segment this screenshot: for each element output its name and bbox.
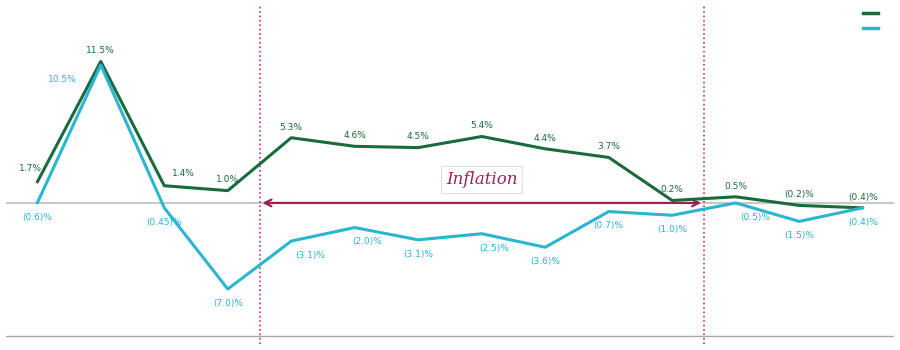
Text: 4.4%: 4.4% bbox=[534, 134, 556, 143]
Text: 1.7%: 1.7% bbox=[20, 164, 42, 173]
Text: 4.6%: 4.6% bbox=[343, 131, 366, 140]
Text: (2.5)%: (2.5)% bbox=[480, 244, 509, 253]
Text: 11.5%: 11.5% bbox=[86, 46, 115, 55]
Text: (7.0)%: (7.0)% bbox=[212, 299, 243, 308]
Text: 10.5%: 10.5% bbox=[49, 75, 77, 84]
Text: (3.1)%: (3.1)% bbox=[295, 251, 325, 260]
Text: Inflation: Inflation bbox=[446, 171, 518, 188]
Text: (0.6)%: (0.6)% bbox=[22, 213, 52, 222]
Text: (0.4)%: (0.4)% bbox=[848, 193, 878, 202]
Text: (1.5)%: (1.5)% bbox=[784, 231, 814, 240]
Text: (0.2)%: (0.2)% bbox=[784, 190, 814, 199]
Text: 0.5%: 0.5% bbox=[724, 182, 747, 191]
Text: (3.6)%: (3.6)% bbox=[530, 257, 560, 266]
Legend: , : , bbox=[860, 4, 889, 38]
Text: (2.0)%: (2.0)% bbox=[353, 237, 382, 246]
Text: (0.4)%: (0.4)% bbox=[848, 218, 878, 227]
Text: (0.7)%: (0.7)% bbox=[594, 222, 624, 230]
Text: 1.0%: 1.0% bbox=[216, 175, 239, 184]
Text: 3.7%: 3.7% bbox=[598, 142, 620, 151]
Text: (3.1)%: (3.1)% bbox=[403, 250, 433, 259]
Text: (0.5)%: (0.5)% bbox=[740, 213, 770, 222]
Text: 4.5%: 4.5% bbox=[407, 132, 429, 141]
Text: (1.0)%: (1.0)% bbox=[657, 225, 688, 234]
Text: 5.4%: 5.4% bbox=[471, 121, 493, 130]
Text: (0.45)%: (0.45)% bbox=[147, 218, 182, 227]
Text: 0.2%: 0.2% bbox=[661, 186, 684, 194]
Text: 1.4%: 1.4% bbox=[172, 169, 194, 178]
Text: 5.3%: 5.3% bbox=[280, 122, 302, 132]
